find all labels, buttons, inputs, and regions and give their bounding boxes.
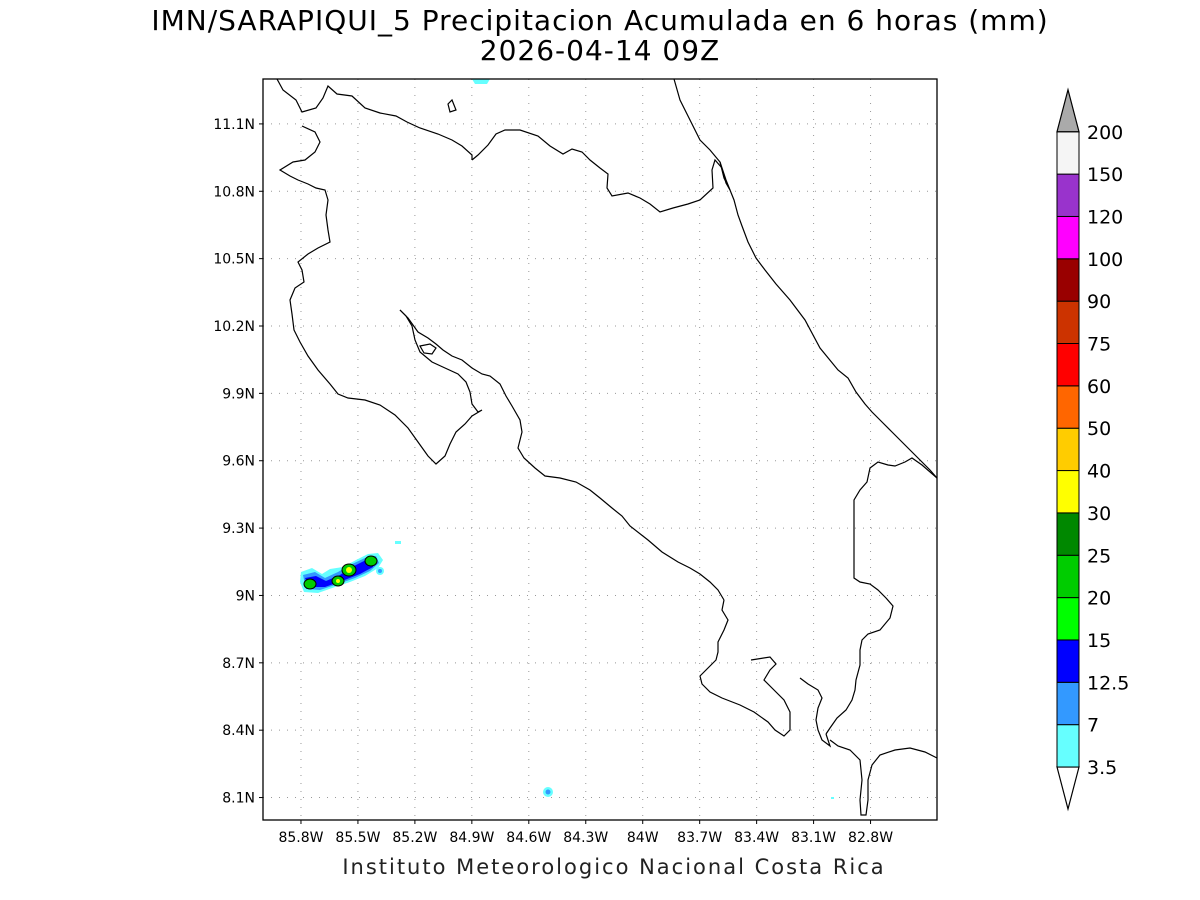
- gulf-of-nicoya: [278, 125, 483, 465]
- small-island: [447, 98, 457, 113]
- lon-tick-label: 83.7W: [677, 830, 722, 846]
- lat-tick-label: 8.7N: [222, 656, 255, 672]
- colorbar-swatch: [1056, 639, 1080, 683]
- colorbar-under-arrow: [1056, 766, 1080, 812]
- colorbar-swatch: [1056, 215, 1080, 260]
- lat-tick-label: 9N: [236, 588, 255, 604]
- lake-coast: [471, 129, 731, 213]
- colorbar-swatch: [1056, 131, 1080, 175]
- pacific-coast-central: [399, 309, 725, 601]
- lon-tick-label: 83.1W: [791, 830, 836, 846]
- colorbar-label: 200: [1087, 122, 1123, 144]
- colorbar-swatch: [1056, 343, 1080, 387]
- colorbar-label: 20: [1087, 588, 1111, 610]
- colorbar-swatch: [1056, 385, 1080, 429]
- nicaragua-border: [276, 79, 473, 160]
- map-title: IMN/SARAPIQUI_5 Precipitacion Acumulada …: [151, 4, 1049, 37]
- rain-spot-cyan: [395, 541, 401, 544]
- rain-cell-green: [303, 578, 317, 590]
- colorbar-label: 60: [1087, 376, 1111, 398]
- lon-tick-label: 83.4W: [734, 830, 779, 846]
- lon-tick-label: 82.8W: [848, 830, 893, 846]
- lon-tick-label: 84W: [627, 830, 659, 846]
- map-frame: [262, 78, 938, 821]
- colorbar-over-arrow: [1056, 87, 1080, 133]
- map-datetime: 2026-04-14 09Z: [479, 34, 721, 67]
- rain-cell-yellow: [336, 579, 340, 583]
- colorbar-legend: 3.5 7 12.5 15 20 25 30 40 50 60 75 90 100 120 150 200: [1056, 87, 1129, 812]
- lon-tick-label: 85.8W: [278, 830, 323, 846]
- colorbar-swatch: [1056, 724, 1080, 768]
- colorbar-swatch: [1056, 681, 1080, 726]
- lat-tick-label: 8.4N: [222, 723, 255, 739]
- lon-tick-label: 84.9W: [449, 830, 494, 846]
- colorbar-label: 30: [1087, 503, 1111, 525]
- burica-peninsula: [829, 739, 937, 816]
- colorbar-label: 40: [1087, 461, 1111, 483]
- rain-area-cyan: [472, 79, 490, 84]
- lat-tick-label: 10.8N: [213, 184, 255, 200]
- lon-tick-label: 84.3W: [563, 830, 608, 846]
- colorbar-swatch: [1056, 554, 1080, 599]
- colorbar-swatch: [1056, 300, 1080, 344]
- lat-tick-label: 8.1N: [222, 791, 255, 807]
- precipitation-contours: [300, 79, 834, 799]
- colorbar-swatch: [1056, 258, 1080, 302]
- colorbar-label: 100: [1087, 249, 1123, 271]
- panama-border: [825, 457, 937, 735]
- colorbar-swatch: [1056, 512, 1080, 556]
- colorbar-label: 150: [1087, 164, 1123, 186]
- colorbar-label: 90: [1087, 291, 1111, 313]
- latitude-labels: 8.1N 8.4N 8.7N 9N 9.3N 9.6N 9.9N 10.2N 10.5N 10.8…: [213, 117, 263, 807]
- rain-cell-green: [364, 555, 378, 567]
- golfo-dulce: [799, 677, 832, 748]
- colorbar-label: 15: [1087, 630, 1111, 652]
- colorbar-swatch: [1056, 470, 1080, 514]
- caribbean-coast: [673, 79, 937, 479]
- lon-tick-label: 85.2W: [392, 830, 437, 846]
- colorbar-label: 3.5: [1087, 757, 1117, 779]
- colorbar-label: 12.5: [1087, 672, 1129, 694]
- rain-spot-light-blue: [378, 569, 382, 573]
- colorbar-label: 7: [1087, 715, 1099, 737]
- colorbar-label: 25: [1087, 545, 1111, 567]
- footer-credit: Instituto Meteorologico Nacional Costa R…: [342, 855, 886, 879]
- osa-peninsula: [699, 599, 791, 737]
- rain-area-blue: [305, 560, 375, 587]
- lat-tick-label: 11.1N: [213, 117, 255, 133]
- nicoya-island: [419, 343, 437, 355]
- rain-spot-light-blue: [545, 789, 551, 795]
- colorbar-label: 50: [1087, 418, 1111, 440]
- lat-tick-label: 9.9N: [222, 386, 255, 402]
- lon-tick-label: 84.6W: [506, 830, 551, 846]
- colorbar-swatch: [1056, 173, 1080, 217]
- colorbar-swatch: [1056, 597, 1080, 641]
- map-grid: [263, 79, 937, 820]
- coastline: [276, 79, 937, 816]
- lat-tick-label: 10.5N: [213, 252, 255, 268]
- longitude-labels: 85.8W 85.5W 85.2W 84.9W 84.6W 84.3W 84W 83.7W 83…: [278, 820, 893, 846]
- lat-tick-label: 9.3N: [222, 521, 255, 537]
- lat-tick-label: 10.2N: [213, 319, 255, 335]
- lon-tick-label: 85.5W: [335, 830, 380, 846]
- lat-tick-label: 9.6N: [222, 454, 255, 470]
- colorbar-label: 120: [1087, 206, 1123, 228]
- rain-spot-cyan: [831, 797, 834, 799]
- colorbar-swatch: [1056, 427, 1080, 472]
- rain-cell-yellow: [346, 567, 352, 573]
- colorbar-label: 75: [1087, 334, 1111, 356]
